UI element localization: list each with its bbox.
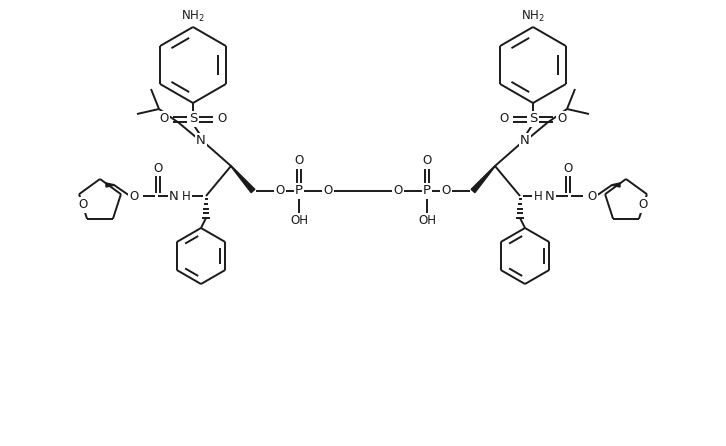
Text: O: O <box>294 154 303 168</box>
Text: O: O <box>275 185 285 198</box>
Text: S: S <box>189 112 197 125</box>
Text: O: O <box>78 198 88 211</box>
Text: O: O <box>217 112 227 125</box>
Polygon shape <box>106 183 114 187</box>
Text: N: N <box>545 190 555 202</box>
Polygon shape <box>231 166 255 193</box>
Text: H: H <box>182 190 190 202</box>
Text: O: O <box>558 112 566 125</box>
Text: OH: OH <box>290 215 308 227</box>
Text: O: O <box>587 190 597 202</box>
Text: O: O <box>423 154 432 168</box>
Text: O: O <box>160 112 168 125</box>
Text: H: H <box>534 190 542 202</box>
Polygon shape <box>612 183 620 187</box>
Text: O: O <box>638 198 648 211</box>
Text: N: N <box>169 190 179 202</box>
Text: O: O <box>323 185 333 198</box>
Text: O: O <box>499 112 509 125</box>
Text: O: O <box>441 185 451 198</box>
Text: O: O <box>393 185 403 198</box>
Text: O: O <box>563 161 573 174</box>
Polygon shape <box>471 166 495 193</box>
Text: P: P <box>423 185 431 198</box>
Text: P: P <box>295 185 303 198</box>
Text: NH$_2$: NH$_2$ <box>521 8 545 24</box>
Text: O: O <box>129 190 139 202</box>
Text: N: N <box>520 135 530 148</box>
Text: N: N <box>196 135 206 148</box>
Text: O: O <box>153 161 163 174</box>
Text: S: S <box>529 112 537 125</box>
Text: NH$_2$: NH$_2$ <box>181 8 205 24</box>
Text: OH: OH <box>418 215 436 227</box>
